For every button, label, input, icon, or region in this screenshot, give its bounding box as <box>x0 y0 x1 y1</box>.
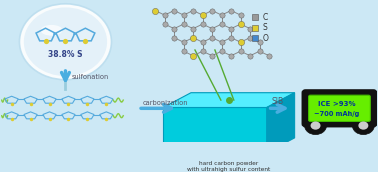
Circle shape <box>311 121 321 130</box>
Circle shape <box>358 121 368 130</box>
Text: hard carbon powder
with ultrahigh sulfur content: hard carbon powder with ultrahigh sulfur… <box>187 161 271 172</box>
Circle shape <box>352 116 374 135</box>
Ellipse shape <box>40 25 62 36</box>
Circle shape <box>305 116 327 135</box>
Polygon shape <box>163 108 267 153</box>
Text: carbonization: carbonization <box>142 100 187 106</box>
Text: ICE >93%: ICE >93% <box>318 101 355 107</box>
Text: 38.8% S: 38.8% S <box>48 50 83 59</box>
Text: O: O <box>263 34 269 43</box>
FancyBboxPatch shape <box>302 90 376 126</box>
FancyBboxPatch shape <box>308 95 370 121</box>
Ellipse shape <box>24 7 107 76</box>
Polygon shape <box>371 103 378 113</box>
Text: ~700 mAh/g: ~700 mAh/g <box>314 111 359 117</box>
Polygon shape <box>163 93 294 108</box>
Ellipse shape <box>19 4 112 80</box>
Text: C: C <box>263 13 268 22</box>
Text: sulfonation: sulfonation <box>71 74 109 80</box>
Polygon shape <box>267 93 294 153</box>
Text: S: S <box>263 23 268 32</box>
Text: SIB: SIB <box>272 97 284 106</box>
